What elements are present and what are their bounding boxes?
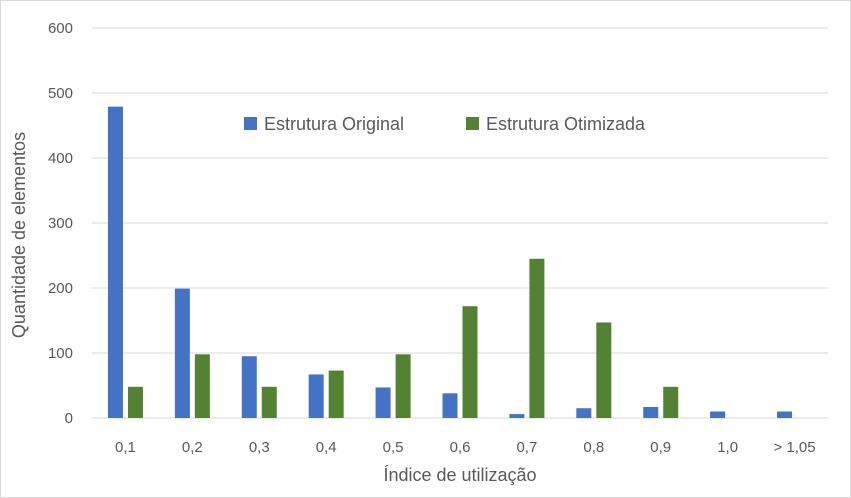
- x-tick-label: 0,3: [249, 439, 270, 456]
- bar-optimized-1: [127, 386, 143, 418]
- legend-label-original: Estrutura Original: [264, 114, 404, 134]
- x-tick-label: 0,1: [115, 439, 136, 456]
- y-tick-label: 100: [48, 345, 73, 362]
- legend: Estrutura Original Estrutura Otimizada: [244, 114, 646, 134]
- legend-swatch-optimized: [466, 117, 479, 130]
- x-tick-label: 0,8: [583, 439, 604, 456]
- bar-original-6: [442, 393, 458, 418]
- y-axis-title: Quantidade de elementos: [9, 132, 29, 338]
- bar-optimized-8: [596, 322, 612, 418]
- bar-optimized-7: [529, 258, 545, 418]
- bar-original-11: [777, 411, 793, 418]
- bar-optimized-4: [328, 370, 344, 418]
- y-tick-label: 600: [48, 20, 73, 37]
- bar-optimized-5: [395, 354, 411, 418]
- x-axis-title: Índice de utilização: [383, 465, 536, 485]
- x-tick-label: 0,5: [383, 439, 404, 456]
- x-tick-label: 0,2: [182, 439, 203, 456]
- y-tick-labels: 0 100 200 300 400 500 600: [48, 20, 73, 427]
- bar-original-5: [375, 387, 391, 418]
- x-tick-labels: 0,1 0,2 0,3 0,4 0,5 0,6 0,7 0,8 0,9 1,0 > 1,05: [115, 439, 816, 456]
- bar-original-8: [576, 408, 592, 418]
- bar-optimized-6: [462, 306, 478, 418]
- x-tick-label: 1,0: [717, 439, 738, 456]
- bar-optimized-3: [261, 386, 277, 418]
- x-tick-label: 0,6: [450, 439, 471, 456]
- y-tick-label: 400: [48, 150, 73, 167]
- x-tick-label: 0,4: [316, 439, 337, 456]
- bar-original-4: [308, 374, 324, 418]
- bar-original-10: [710, 411, 726, 418]
- bar-optimized-2: [194, 354, 210, 418]
- bar-original-3: [241, 356, 257, 418]
- legend-label-optimized: Estrutura Otimizada: [486, 114, 646, 134]
- x-tick-label: 0,7: [516, 439, 537, 456]
- bar-original-2: [174, 288, 190, 418]
- x-tick-label: > 1,05: [773, 439, 815, 456]
- y-tick-label: 200: [48, 280, 73, 297]
- x-tick-label: 0,9: [650, 439, 671, 456]
- gridlines: [92, 27, 828, 419]
- y-tick-label: 300: [48, 215, 73, 232]
- bar-original-7: [509, 414, 525, 418]
- bar-original-1: [107, 106, 123, 419]
- bar-original-9: [643, 406, 659, 418]
- bars: [107, 106, 793, 419]
- bar-optimized-9: [663, 386, 679, 418]
- legend-swatch-original: [244, 117, 257, 130]
- y-tick-label: 500: [48, 85, 73, 102]
- y-tick-label: 0: [65, 410, 73, 427]
